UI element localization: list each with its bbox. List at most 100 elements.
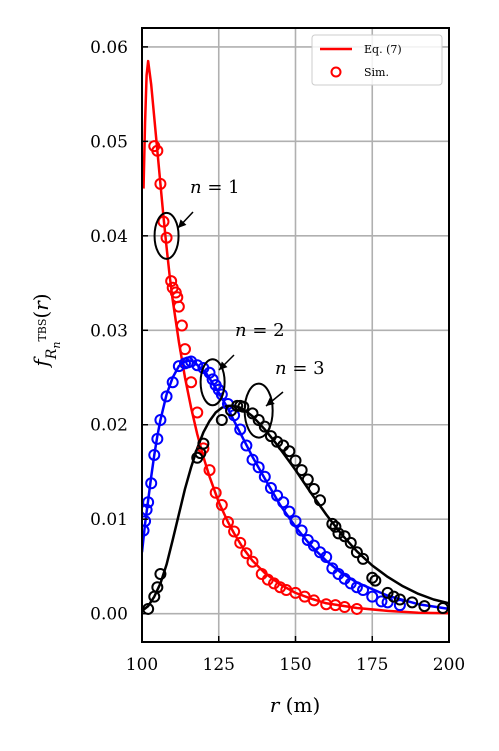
x-tick-label: 100 <box>126 655 158 675</box>
sim-marker-n2 <box>350 581 363 594</box>
sim-marker-n2 <box>166 376 179 389</box>
sim-marker-n1 <box>151 144 164 157</box>
sim-marker-n2 <box>277 496 290 509</box>
y-tick-label: 0.00 <box>90 605 128 625</box>
y-axis-label: fRnTBS(r) <box>29 293 63 368</box>
sim-marker-n3 <box>344 536 357 549</box>
sim-marker-n2 <box>393 599 406 612</box>
sim-marker-n2 <box>289 515 302 528</box>
y-tick-label: 0.03 <box>90 321 128 341</box>
sim-marker-n3 <box>436 601 449 614</box>
sim-marker-n2 <box>307 539 320 552</box>
annotation-label: n = 2 <box>235 320 285 341</box>
sim-marker-n2 <box>344 577 357 590</box>
sim-marker-n2 <box>234 423 247 436</box>
sim-marker-n2 <box>264 482 277 495</box>
sim-marker-n3 <box>246 407 259 420</box>
markers-layer <box>142 140 449 615</box>
legend-box <box>311 34 443 86</box>
sim-marker-n1 <box>175 319 188 332</box>
x-tick-label: 150 <box>279 655 311 675</box>
sim-marker-n1 <box>307 594 320 607</box>
sim-marker-n3 <box>154 567 167 580</box>
sim-marker-n1 <box>172 300 185 313</box>
x-axis-label: r (m) <box>270 693 321 717</box>
sim-marker-n1 <box>274 581 287 594</box>
sim-marker-n3 <box>393 593 406 606</box>
sim-marker-n2 <box>191 359 204 372</box>
sim-marker-n3 <box>197 437 210 450</box>
sim-marker-n1 <box>185 376 198 389</box>
sim-marker-n2 <box>154 414 167 427</box>
sim-marker-n2 <box>148 448 161 461</box>
sim-marker-n3 <box>295 464 308 477</box>
sim-marker-n3 <box>301 473 314 486</box>
y-tick-label: 0.05 <box>90 132 128 152</box>
annotations-layer: n = 1 n = 2 n = 3 <box>153 177 325 439</box>
annotation-arrowhead <box>219 361 228 370</box>
sim-marker-n2 <box>185 355 198 368</box>
sim-marker-n2 <box>145 477 158 490</box>
annotation-arrowhead <box>266 397 275 406</box>
sim-marker-n1 <box>165 275 178 288</box>
sim-marker-n3 <box>215 414 228 427</box>
annotation-arrowhead <box>178 219 187 228</box>
sim-marker-n2 <box>160 390 173 403</box>
sim-marker-n2 <box>151 432 164 445</box>
sim-marker-n3 <box>366 571 379 584</box>
sim-marker-n1 <box>228 525 241 538</box>
sim-marker-n2 <box>295 524 308 537</box>
legend-marker-swatch <box>330 66 342 78</box>
sim-marker-n3 <box>332 527 345 540</box>
sim-marker-n2 <box>258 470 271 483</box>
curve-n2 <box>142 359 449 611</box>
sim-marker-n2 <box>283 505 296 518</box>
sim-marker-n3 <box>237 400 250 413</box>
x-tick-label: 125 <box>203 655 235 675</box>
x-tick-label: 175 <box>356 655 388 675</box>
legend: Eq. (7) Sim. <box>311 34 443 86</box>
sim-marker-n3 <box>418 600 431 613</box>
sim-marker-n2 <box>366 590 379 603</box>
sim-marker-n3 <box>357 552 370 565</box>
sim-marker-n3 <box>381 586 394 599</box>
sim-marker-n2 <box>357 584 370 597</box>
sim-marker-n1 <box>160 231 173 244</box>
sim-marker-n1 <box>154 177 167 190</box>
sim-marker-n3 <box>307 482 320 495</box>
sim-marker-n1 <box>268 577 281 590</box>
sim-marker-n2 <box>320 550 333 563</box>
legend-label-eq7: Eq. (7) <box>364 43 402 56</box>
sim-marker-n3 <box>326 517 339 530</box>
legend-label-sim: Sim. <box>364 66 389 79</box>
sim-marker-n2 <box>271 489 284 502</box>
sim-marker-n1 <box>246 555 259 568</box>
sim-marker-n3 <box>338 530 351 543</box>
y-tick-label: 0.01 <box>90 510 128 530</box>
sim-marker-n1 <box>215 499 228 512</box>
sim-marker-n1 <box>234 536 247 549</box>
sim-marker-n3 <box>387 590 400 603</box>
y-tick-label: 0.02 <box>90 416 128 436</box>
sim-marker-n1 <box>191 406 204 419</box>
sim-marker-n3 <box>289 454 302 467</box>
annotation-label: n = 1 <box>190 177 240 198</box>
sim-marker-n3 <box>369 574 382 587</box>
sim-marker-n1 <box>178 343 191 356</box>
sim-marker-n3 <box>350 546 363 559</box>
annotation-ellipse <box>199 358 226 407</box>
sim-marker-n2 <box>203 366 216 379</box>
sim-marker-n2 <box>246 453 259 466</box>
curve-n1 <box>142 59 449 615</box>
annotation-ellipse <box>243 382 274 439</box>
sim-marker-n3 <box>252 414 265 427</box>
sim-marker-n1 <box>221 516 234 529</box>
sim-marker-n2 <box>142 515 152 528</box>
sim-marker-n3 <box>329 520 342 533</box>
annotation-ellipse <box>153 211 180 260</box>
sim-marker-n2 <box>215 388 228 401</box>
sim-marker-n2 <box>240 439 253 452</box>
x-tick-label: 200 <box>433 655 465 675</box>
sim-marker-n3 <box>283 445 296 458</box>
